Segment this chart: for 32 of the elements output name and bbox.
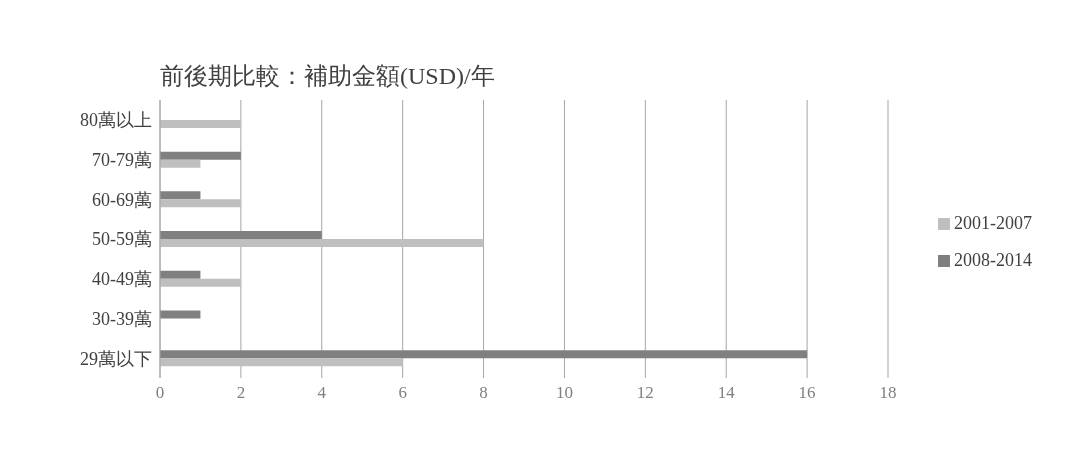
- bar: [160, 231, 322, 240]
- x-tick-label: 2: [236, 383, 246, 403]
- bar: [160, 199, 241, 208]
- bar: [160, 358, 403, 367]
- y-tick-label: 50-59萬: [92, 229, 152, 250]
- y-tick-label: 30-39萬: [92, 308, 152, 329]
- bar: [160, 310, 201, 319]
- bar: [160, 191, 201, 200]
- bar: [160, 270, 201, 279]
- y-tick-label: 29萬以下: [80, 348, 152, 369]
- bar: [160, 350, 808, 359]
- x-tick-label: 18: [879, 383, 897, 403]
- y-tick-label: 80萬以上: [80, 110, 152, 131]
- y-tick-label: 60-69萬: [92, 189, 152, 210]
- bar: [160, 278, 241, 287]
- y-tick-label: 70-79萬: [92, 149, 152, 170]
- y-tick-label: 40-49萬: [92, 269, 152, 290]
- bar: [160, 119, 241, 128]
- legend-label: 2001-2007: [953, 213, 1032, 234]
- x-tick-label: 6: [398, 383, 407, 403]
- x-tick-label: 4: [317, 383, 327, 403]
- x-tick-label: 16: [798, 383, 816, 403]
- x-tick-label: 0: [155, 383, 165, 403]
- legend-label: 2008-2014: [953, 250, 1032, 271]
- x-tick-label: 8: [479, 383, 488, 403]
- bar: [160, 151, 241, 160]
- chart-title: 前後期比較：補助金額(USD)/年: [160, 62, 495, 91]
- x-tick-label: 10: [555, 383, 573, 403]
- bar: [160, 159, 201, 168]
- x-tick-label: 12: [636, 383, 654, 403]
- x-tick-label: 14: [717, 383, 736, 403]
- bar: [160, 239, 484, 248]
